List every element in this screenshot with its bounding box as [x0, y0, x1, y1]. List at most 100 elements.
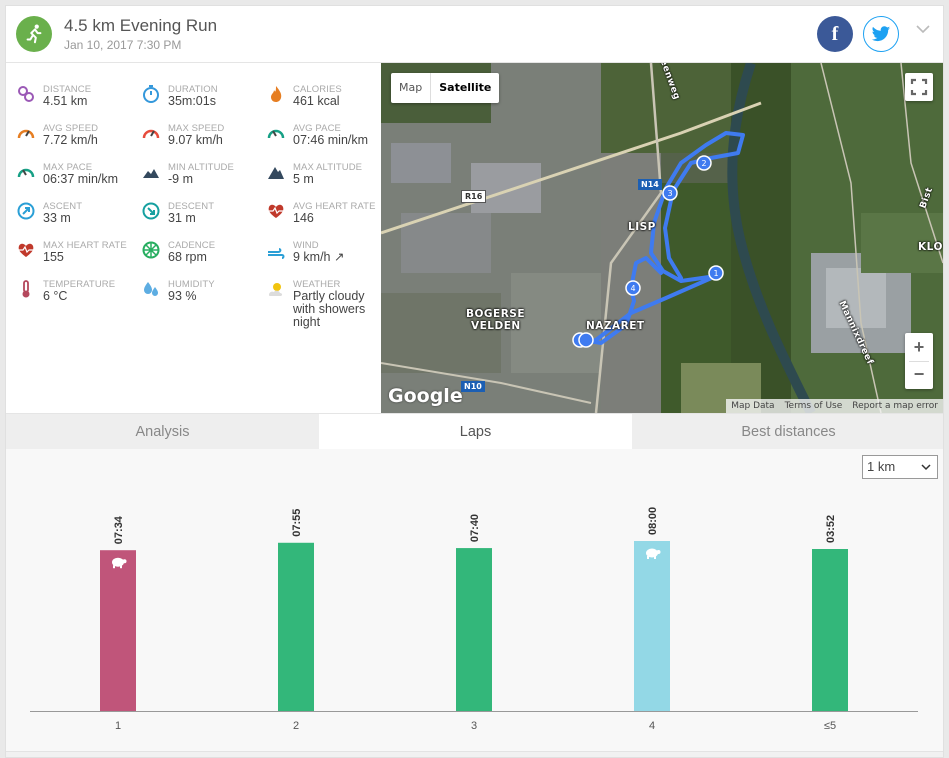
- stat-label: DURATION: [168, 84, 218, 95]
- tab-laps[interactable]: Laps: [319, 414, 632, 449]
- stat-value: 6 °C: [43, 289, 68, 303]
- running-icon: [16, 16, 52, 52]
- lap-time-label: 07:34: [113, 515, 125, 544]
- pace-icon: [17, 168, 35, 178]
- chevron-down-icon[interactable]: [916, 24, 930, 34]
- stat-value: 155: [43, 250, 64, 264]
- map-label-bogerse: BOGERSE: [466, 308, 526, 320]
- lap-category-label: 1: [115, 720, 121, 732]
- stat-label: ASCENT: [43, 201, 83, 212]
- stat-value: Partly cloudy with showers night: [293, 289, 366, 329]
- lap-distance-select[interactable]: 1 km: [862, 455, 938, 479]
- zoom-in-button[interactable]: +: [913, 337, 925, 357]
- tab-best-distances[interactable]: Best distances: [741, 424, 836, 440]
- stats-grid: DISTANCE 4.51 km DURATION 35m:01s CALORIES 46…: [6, 63, 381, 413]
- facebook-share-button[interactable]: f: [817, 16, 853, 52]
- terms-of-use-link[interactable]: Terms of Use: [784, 401, 843, 411]
- stat-value: 31 m: [168, 211, 196, 225]
- fullscreen-button[interactable]: [905, 73, 933, 101]
- speedometer-icon: [142, 129, 160, 139]
- stat-descent: DESCENT 31 m: [131, 190, 256, 229]
- satellite-image: 1 2 3 4: [381, 63, 943, 413]
- road-sign-n10: N10: [461, 381, 485, 392]
- stat-value: 9.07 km/h: [168, 133, 223, 147]
- stat-value: 93 %: [168, 289, 197, 303]
- stat-max-heart-rate: MAX HEART RATE 155: [6, 229, 131, 268]
- svg-text:4: 4: [630, 284, 635, 293]
- stat-label: TEMPERATURE: [43, 279, 116, 290]
- wind-icon: [268, 248, 285, 259]
- stat-value: 146: [293, 211, 314, 225]
- route-map[interactable]: 1 2 3 4 LISP BOGERSE VELDEN NAZARET KLO …: [381, 63, 943, 413]
- laps-bar-chart: 07:34 1 07:55 2 07:40 3 08:00 4 03:52 ≤5: [30, 507, 918, 732]
- stat-value: 35m:01s: [168, 94, 216, 108]
- stat-value: 9 km/h ↗: [293, 250, 345, 264]
- stat-value: 68 rpm: [168, 250, 207, 264]
- stat-label: DISTANCE: [43, 84, 92, 95]
- activity-header: 4.5 km Evening Run Jan 10, 2017 7:30 PM …: [6, 6, 943, 63]
- map-footer: Map Data Terms of Use Report a map error: [726, 399, 943, 413]
- weather-icon: [269, 283, 283, 296]
- activity-title: 4.5 km Evening Run: [64, 16, 218, 35]
- mountain-low-icon: [143, 169, 159, 178]
- stat-label: MAX ALTITUDE: [293, 162, 363, 173]
- map-label-lisp: LISP: [628, 221, 656, 233]
- stat-calories: CALORIES 461 kcal: [256, 73, 381, 112]
- lap-bar-4[interactable]: [634, 541, 670, 711]
- lap-time-label: 07:40: [469, 514, 481, 542]
- stat-value: -9 m: [168, 172, 193, 186]
- stat-avg-heart-rate: AVG HEART RATE 146: [256, 190, 381, 229]
- stat-label: CALORIES: [293, 84, 342, 95]
- report-map-error-link[interactable]: Report a map error: [852, 401, 938, 411]
- lap-bar-1[interactable]: [100, 550, 136, 711]
- map-type-map-button[interactable]: Map: [399, 81, 423, 94]
- descent-icon: [142, 202, 160, 220]
- stat-duration: DURATION 35m:01s: [131, 73, 256, 112]
- map-data-link[interactable]: Map Data: [731, 401, 775, 411]
- stat-value: 7.72 km/h: [43, 133, 98, 147]
- heart-rate-icon: [268, 204, 284, 218]
- zoom-out-button[interactable]: −: [913, 364, 925, 384]
- map-label-nazaret: NAZARET: [586, 320, 645, 332]
- turtle-icon: [112, 557, 127, 569]
- stat-temperature: TEMPERATURE 6 °C: [6, 268, 131, 307]
- turtle-icon: [646, 548, 661, 559]
- speedometer-icon: [17, 129, 35, 139]
- stat-min-altitude: MIN ALTITUDE -9 m: [131, 151, 256, 190]
- mountain-high-icon: [268, 167, 284, 179]
- lap-category-label: ≤5: [824, 720, 836, 732]
- lap-bar-2[interactable]: [278, 542, 314, 711]
- map-label-klo: KLO: [918, 241, 943, 253]
- facebook-icon: f: [831, 22, 839, 45]
- stat-label: AVG SPEED: [43, 123, 99, 134]
- twitter-share-button[interactable]: [863, 16, 899, 52]
- stat-label: MAX PACE: [43, 162, 93, 173]
- map-type-toggle: Map Satellite: [391, 73, 500, 103]
- fullscreen-icon: [910, 78, 928, 96]
- tab-analysis[interactable]: Analysis: [135, 424, 190, 440]
- svg-text:2: 2: [701, 159, 706, 168]
- laps-chart-panel: 07:34 1 07:55 2 07:40 3 08:00 4 03:52 ≤5 1 km: [6, 449, 943, 751]
- ascent-icon: [17, 202, 35, 220]
- stat-max-pace: MAX PACE 06:37 min/km: [6, 151, 131, 190]
- svg-text:1: 1: [713, 269, 718, 278]
- stat-value: 461 kcal: [293, 94, 340, 108]
- map-type-satellite-button[interactable]: Satellite: [430, 73, 499, 103]
- humidity-icon: [144, 282, 158, 296]
- stat-wind: WIND 9 km/h ↗: [256, 229, 381, 268]
- thermometer-icon: [22, 280, 30, 298]
- stat-label: AVG HEART RATE: [293, 201, 376, 212]
- stat-label: WEATHER: [293, 279, 341, 290]
- lap-distance-value: 1 km: [867, 459, 896, 474]
- stat-value: 4.51 km: [43, 94, 88, 108]
- stat-label: MAX HEART RATE: [43, 240, 127, 251]
- lap-category-label: 2: [293, 720, 299, 732]
- stat-label: MAX SPEED: [168, 123, 225, 134]
- lap-bar-5[interactable]: [812, 549, 848, 711]
- stat-humidity: HUMIDITY 93 %: [131, 268, 256, 307]
- stat-label: AVG PACE: [293, 123, 341, 134]
- stat-weather: WEATHER Partly cloudy with showers night: [256, 268, 381, 329]
- lap-bar-3[interactable]: [456, 548, 492, 711]
- stat-avg-speed: AVG SPEED 7.72 km/h: [6, 112, 131, 151]
- stat-label: MIN ALTITUDE: [168, 162, 234, 173]
